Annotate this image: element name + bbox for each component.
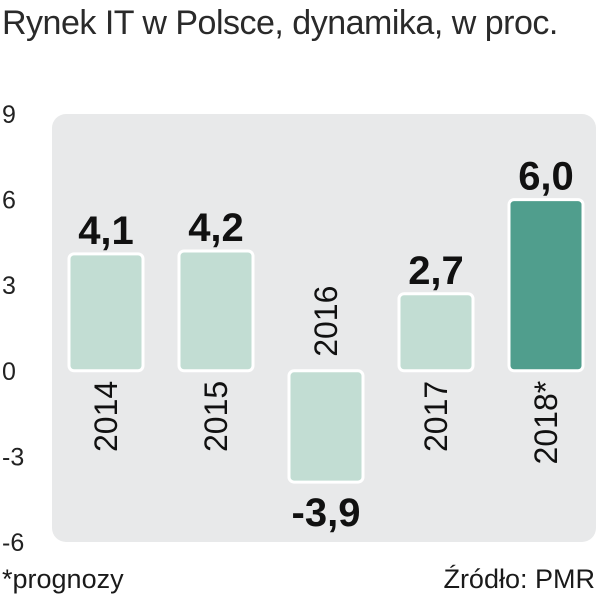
- category-label: 2016: [308, 286, 344, 357]
- bar-2016: [287, 369, 365, 484]
- category-label: 2015: [198, 381, 234, 452]
- bar-2015: [177, 249, 255, 373]
- bar-2018: [507, 198, 585, 373]
- source-note: Źródło: PMR: [443, 564, 595, 594]
- value-label: 2,7: [408, 249, 464, 293]
- value-label: 4,2: [188, 206, 244, 250]
- bar-2014: [67, 252, 145, 373]
- value-labels: 4,1 4,2 -3,9 2,7 6,0: [78, 155, 574, 535]
- chart-title: Rynek IT w Polsce, dynamika, w proc.: [2, 4, 558, 42]
- category-label: 2018*: [528, 381, 564, 465]
- y-tick-label: 0: [2, 358, 16, 386]
- y-tick-label: -3: [2, 443, 24, 471]
- value-label: -3,9: [292, 491, 361, 535]
- y-tick-label: 6: [2, 187, 16, 215]
- value-label: 4,1: [78, 209, 134, 253]
- bars: [67, 198, 585, 484]
- category-label: 2014: [88, 381, 124, 452]
- category-label: 2017: [418, 381, 454, 452]
- bar-2017: [397, 292, 475, 373]
- footnote: *prognozy: [2, 564, 124, 594]
- y-tick-label: 3: [2, 272, 16, 300]
- y-tick-label: 9: [2, 101, 16, 129]
- y-axis-ticks: 9 6 3 0 -3 -6: [2, 101, 24, 557]
- plot-panel: [52, 114, 596, 542]
- y-tick-label: -6: [2, 529, 24, 557]
- category-labels: 2014 2015 2016 2017 2018*: [88, 286, 564, 465]
- value-label: 6,0: [518, 155, 574, 199]
